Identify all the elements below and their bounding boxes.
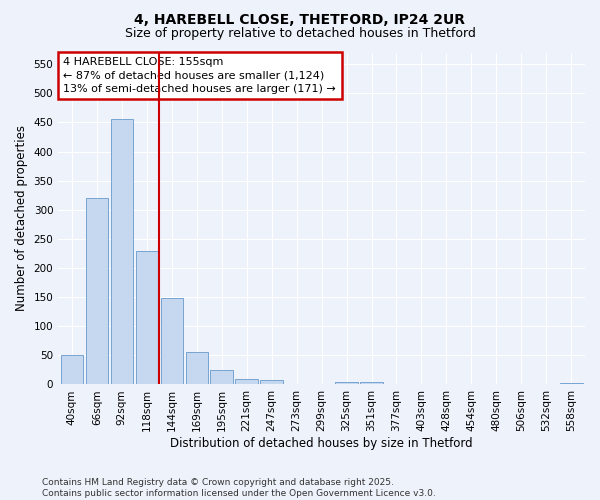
X-axis label: Distribution of detached houses by size in Thetford: Distribution of detached houses by size … xyxy=(170,437,473,450)
Y-axis label: Number of detached properties: Number of detached properties xyxy=(15,126,28,312)
Bar xyxy=(61,356,83,384)
Bar xyxy=(360,382,383,384)
Bar xyxy=(235,378,258,384)
Bar xyxy=(110,120,133,384)
Bar xyxy=(86,198,108,384)
Text: Contains HM Land Registry data © Crown copyright and database right 2025.
Contai: Contains HM Land Registry data © Crown c… xyxy=(42,478,436,498)
Bar xyxy=(260,380,283,384)
Bar xyxy=(136,250,158,384)
Bar xyxy=(560,382,583,384)
Bar xyxy=(185,352,208,384)
Bar xyxy=(211,370,233,384)
Text: Size of property relative to detached houses in Thetford: Size of property relative to detached ho… xyxy=(125,28,475,40)
Text: 4 HAREBELL CLOSE: 155sqm
← 87% of detached houses are smaller (1,124)
13% of sem: 4 HAREBELL CLOSE: 155sqm ← 87% of detach… xyxy=(64,58,336,94)
Text: 4, HAREBELL CLOSE, THETFORD, IP24 2UR: 4, HAREBELL CLOSE, THETFORD, IP24 2UR xyxy=(134,12,466,26)
Bar xyxy=(161,298,183,384)
Bar xyxy=(335,382,358,384)
